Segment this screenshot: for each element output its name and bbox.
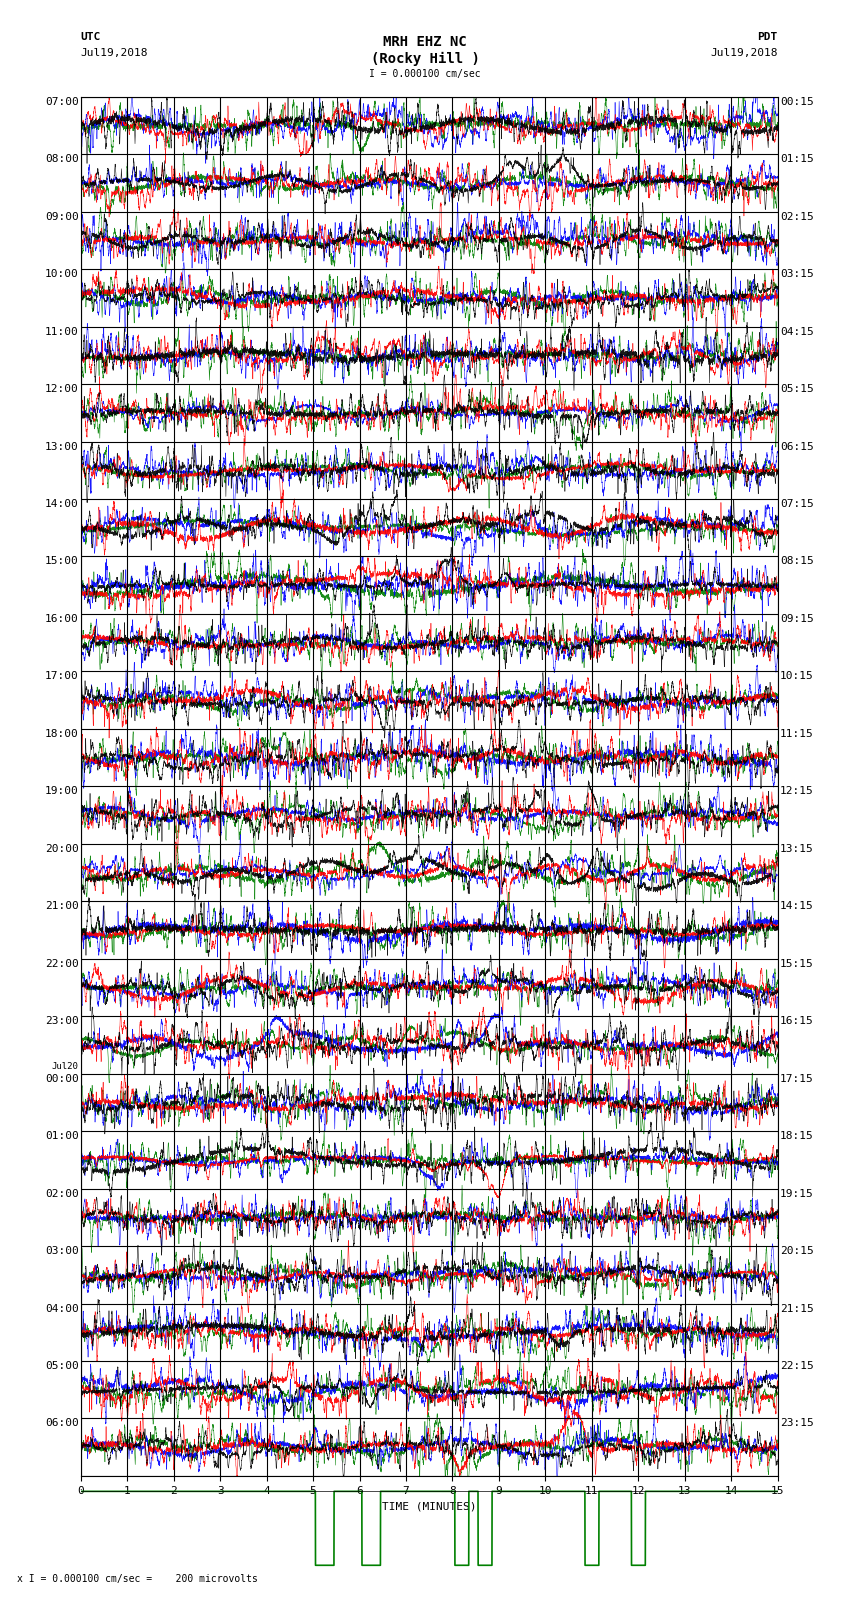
Text: 20:15: 20:15 bbox=[779, 1245, 813, 1257]
Text: 21:15: 21:15 bbox=[779, 1303, 813, 1313]
Text: 22:15: 22:15 bbox=[779, 1361, 813, 1371]
Text: 21:00: 21:00 bbox=[45, 902, 79, 911]
Text: 09:15: 09:15 bbox=[779, 615, 813, 624]
Text: 02:15: 02:15 bbox=[779, 211, 813, 221]
Text: 07:00: 07:00 bbox=[45, 97, 79, 106]
Text: 10:15: 10:15 bbox=[779, 671, 813, 681]
Text: 16:00: 16:00 bbox=[45, 615, 79, 624]
Text: 00:15: 00:15 bbox=[779, 97, 813, 106]
Text: 05:15: 05:15 bbox=[779, 384, 813, 394]
Text: 12:15: 12:15 bbox=[779, 787, 813, 797]
Text: 00:00: 00:00 bbox=[45, 1074, 79, 1084]
Text: 15:00: 15:00 bbox=[45, 556, 79, 566]
Text: I = 0.000100 cm/sec: I = 0.000100 cm/sec bbox=[369, 69, 481, 79]
Text: 03:00: 03:00 bbox=[45, 1245, 79, 1257]
Text: 15:15: 15:15 bbox=[779, 958, 813, 969]
Text: 17:00: 17:00 bbox=[45, 671, 79, 681]
Text: 18:15: 18:15 bbox=[779, 1131, 813, 1140]
Text: 08:00: 08:00 bbox=[45, 155, 79, 165]
Text: x I = 0.000100 cm/sec =    200 microvolts: x I = 0.000100 cm/sec = 200 microvolts bbox=[17, 1574, 258, 1584]
Text: Jul20: Jul20 bbox=[52, 1061, 79, 1071]
X-axis label: TIME (MINUTES): TIME (MINUTES) bbox=[382, 1502, 477, 1511]
Text: Jul19,2018: Jul19,2018 bbox=[81, 48, 148, 58]
Text: UTC: UTC bbox=[81, 32, 101, 42]
Text: MRH EHZ NC: MRH EHZ NC bbox=[383, 35, 467, 50]
Text: 20:00: 20:00 bbox=[45, 844, 79, 853]
Text: 23:15: 23:15 bbox=[779, 1418, 813, 1429]
Text: 04:00: 04:00 bbox=[45, 1303, 79, 1313]
Text: 13:15: 13:15 bbox=[779, 844, 813, 853]
Text: 04:15: 04:15 bbox=[779, 326, 813, 337]
Text: 07:15: 07:15 bbox=[779, 498, 813, 510]
Text: 02:00: 02:00 bbox=[45, 1189, 79, 1198]
Text: (Rocky Hill ): (Rocky Hill ) bbox=[371, 52, 479, 66]
Text: 06:15: 06:15 bbox=[779, 442, 813, 452]
Text: PDT: PDT bbox=[757, 32, 778, 42]
Text: 14:15: 14:15 bbox=[779, 902, 813, 911]
Text: 19:15: 19:15 bbox=[779, 1189, 813, 1198]
Text: 16:15: 16:15 bbox=[779, 1016, 813, 1026]
Text: 08:15: 08:15 bbox=[779, 556, 813, 566]
Text: 13:00: 13:00 bbox=[45, 442, 79, 452]
Text: 12:00: 12:00 bbox=[45, 384, 79, 394]
Text: Jul19,2018: Jul19,2018 bbox=[711, 48, 778, 58]
Text: 17:15: 17:15 bbox=[779, 1074, 813, 1084]
Text: 06:00: 06:00 bbox=[45, 1418, 79, 1429]
Text: 09:00: 09:00 bbox=[45, 211, 79, 221]
Text: 05:00: 05:00 bbox=[45, 1361, 79, 1371]
Text: 22:00: 22:00 bbox=[45, 958, 79, 969]
Text: 10:00: 10:00 bbox=[45, 269, 79, 279]
Text: 11:00: 11:00 bbox=[45, 326, 79, 337]
Text: 03:15: 03:15 bbox=[779, 269, 813, 279]
Text: 11:15: 11:15 bbox=[779, 729, 813, 739]
Text: 01:00: 01:00 bbox=[45, 1131, 79, 1140]
Text: 01:15: 01:15 bbox=[779, 155, 813, 165]
Text: 14:00: 14:00 bbox=[45, 498, 79, 510]
Text: 23:00: 23:00 bbox=[45, 1016, 79, 1026]
Text: 18:00: 18:00 bbox=[45, 729, 79, 739]
Text: 19:00: 19:00 bbox=[45, 787, 79, 797]
